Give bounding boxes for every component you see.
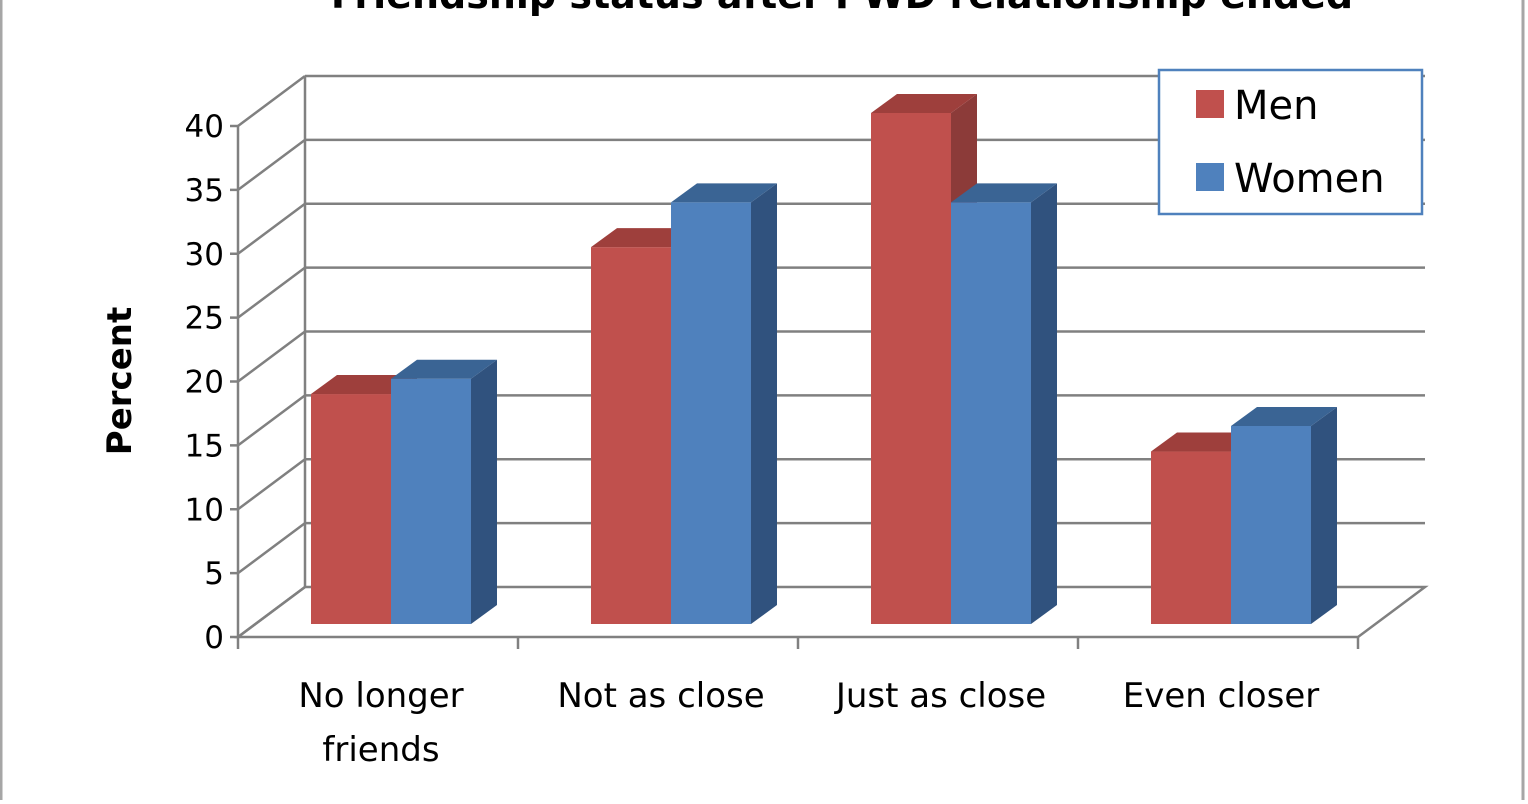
bar-top	[871, 94, 977, 113]
x-category-label: Just as close	[834, 676, 1046, 716]
bar-front	[871, 113, 951, 624]
bar-top	[1231, 406, 1337, 426]
bar-top	[951, 183, 1057, 203]
legend: Men Women	[1157, 68, 1424, 216]
y-axis-title: Percent	[100, 307, 140, 455]
gridline-side	[237, 330, 306, 383]
bar-top	[1151, 432, 1257, 452]
gridline-side	[237, 266, 306, 319]
y-tick-label: 10	[185, 492, 224, 528]
bar-women-3	[1231, 406, 1337, 624]
legend-label-men: Men	[1234, 83, 1318, 129]
y-tick-label: 15	[185, 428, 224, 464]
bar-top	[591, 228, 697, 248]
legend-swatch-men	[1196, 90, 1224, 118]
gridline-side	[237, 138, 306, 191]
bar-side	[471, 359, 497, 624]
bar-top	[391, 359, 497, 379]
bar-front	[311, 394, 391, 624]
bar-front	[951, 202, 1031, 625]
gridline-side	[237, 458, 306, 511]
bar-front	[1151, 451, 1231, 624]
chart-title: Friendship status after PWD relationship…	[331, 0, 1353, 17]
gridline-side	[237, 394, 306, 447]
bar-front	[671, 202, 751, 625]
bar-top	[671, 183, 777, 203]
legend-swatch-women	[1196, 163, 1224, 191]
y-tick-label: 0	[204, 620, 224, 656]
y-tick-label: 35	[185, 173, 224, 209]
y-tick-label: 25	[185, 301, 224, 337]
bar-women-1	[671, 183, 777, 625]
bar-women-2	[951, 183, 1057, 625]
bar-front	[1231, 425, 1311, 624]
x-category-label: No longer friends	[298, 676, 463, 770]
bar-women-0	[391, 359, 497, 624]
bar-front	[391, 378, 471, 624]
legend-label-women: Women	[1234, 156, 1385, 202]
y-tick-label: 5	[204, 556, 224, 592]
bar-side	[1311, 406, 1337, 624]
bar-side	[751, 183, 777, 625]
gridline-side	[237, 202, 306, 255]
gridline-side	[237, 522, 306, 575]
bar-side	[1031, 183, 1057, 625]
gridline-side	[237, 74, 306, 128]
floor	[234, 585, 1429, 639]
y-tick-label: 40	[185, 109, 224, 145]
x-category-label: Not as close	[557, 676, 764, 716]
bar-top	[311, 375, 417, 395]
y-tick-label: 30	[185, 237, 224, 273]
y-tick-label: 20	[185, 365, 224, 401]
x-category-label: Even closer	[1123, 676, 1319, 716]
bar-front	[591, 247, 671, 624]
